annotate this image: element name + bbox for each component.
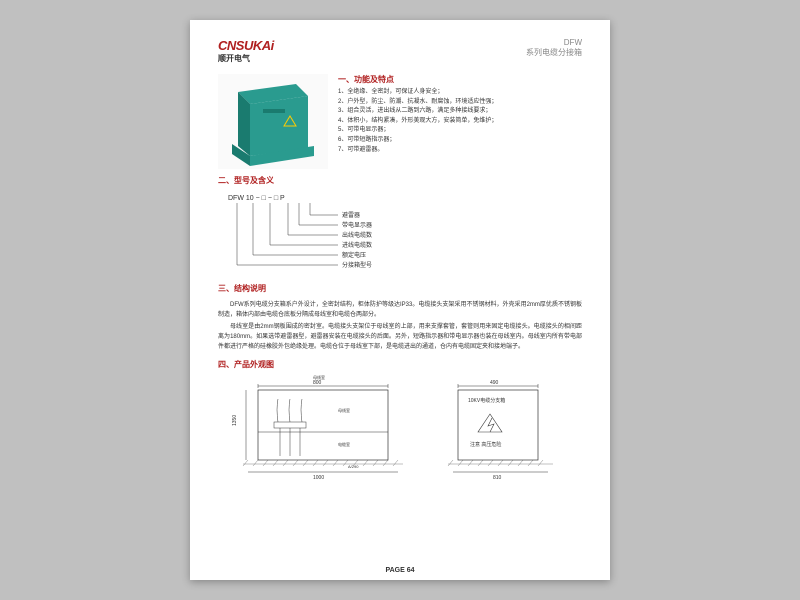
feature-list: 1、全绝缘、全密封，可保证人身安全； 2、户外型，防尘、防潮、抗凝水、耐腐蚀，环… (338, 88, 497, 155)
logo-subtitle: 顺开电气 (218, 53, 274, 64)
section2-title: 二、型号及含义 (218, 175, 582, 186)
section4-title: 四、产品外观图 (218, 359, 582, 370)
feature-item: 2、户外型，防尘、防潮、抗凝水、耐腐蚀，环境适应性强； (338, 98, 497, 108)
page-header: CNSUKAi 顺开电气 DFW 系列电缆分接箱 (218, 38, 582, 64)
svg-text:母线室: 母线室 (338, 407, 350, 413)
svg-text:母线室: 母线室 (313, 374, 325, 380)
svg-text:带电显示器: 带电显示器 (342, 221, 372, 229)
page-number: PAGE 64 (190, 567, 610, 574)
features-row: 一、功能及特点 1、全绝缘、全密封，可保证人身安全； 2、户外型，防尘、防潮、抗… (218, 74, 582, 169)
svg-text:1000: 1000 (313, 475, 324, 481)
section1-title: 一、功能及特点 (338, 74, 497, 85)
svg-text:出线电缆数: 出线电缆数 (342, 231, 372, 239)
svg-text:进线电缆数: 进线电缆数 (342, 241, 372, 249)
svg-text:10KV电缆分支箱: 10KV电缆分支箱 (468, 397, 505, 404)
feature-item: 7、可带避雷器。 (338, 146, 497, 156)
svg-text:分接箱型号: 分接箱型号 (342, 261, 372, 269)
feature-item: 1、全绝缘、全密封，可保证人身安全； (338, 88, 497, 98)
model-diagram: DFW 10 − □ − □ P 避雷器 带电显示器 出线电缆数 进线电缆数 额… (228, 190, 582, 274)
features-block: 一、功能及特点 1、全绝缘、全密封，可保证人身安全； 2、户外型，防尘、防潮、抗… (338, 74, 497, 169)
feature-item: 4、体积小，结构紧凑，外形美观大方，安装简单，免维护； (338, 117, 497, 127)
svg-text:避雷器: 避雷器 (342, 211, 360, 219)
feature-item: 3、组合灵活，进出线从二路到六路，满足多种接线要求； (338, 107, 497, 117)
logo: CNSUKAi (218, 38, 274, 53)
logo-block: CNSUKAi 顺开电气 (218, 38, 274, 64)
series-code: DFW (526, 38, 582, 48)
appearance-section: 四、产品外观图 800 母线室 母线室 电缆室 1350 (218, 359, 582, 489)
series-name: 系列电缆分接箱 (526, 48, 582, 58)
svg-text:电缆室: 电缆室 (338, 441, 350, 447)
feature-item: 5、可带电显示器； (338, 126, 497, 136)
model-code: DFW 10 − □ − □ P (228, 195, 285, 202)
section3-title: 三、结构说明 (218, 282, 582, 296)
product-image (218, 74, 328, 169)
desc-para: DFW系列电缆分支箱系户外设计，全密封结构，柜体防护等级达IP33。电缆接头支架… (218, 300, 582, 320)
structure-section: 三、结构说明 DFW系列电缆分支箱系户外设计，全密封结构，柜体防护等级达IP33… (218, 282, 582, 353)
svg-text:810: 810 (493, 475, 502, 481)
feature-item: 6、可带短路指示器； (338, 136, 497, 146)
appearance-diagram: 800 母线室 母线室 电缆室 1350 (218, 374, 578, 484)
product-series-title: DFW 系列电缆分接箱 (526, 38, 582, 59)
desc-para: 母线室是由2mm钢板围成的密封室。电缆接头支架位于母线室的上部，用来支撑套管，套… (218, 322, 582, 353)
svg-text:额定电压: 额定电压 (342, 251, 366, 259)
model-section: 二、型号及含义 DFW 10 − □ − □ P 避雷器 带电显示器 出线电缆数 (218, 175, 582, 274)
svg-text:A/290: A/290 (348, 464, 359, 469)
svg-text:注意 高压危险: 注意 高压危险 (470, 441, 501, 448)
svg-text:490: 490 (490, 380, 499, 386)
svg-text:800: 800 (313, 380, 322, 386)
logo-red: CNSUKAi (218, 38, 274, 53)
svg-text:1350: 1350 (232, 414, 238, 425)
